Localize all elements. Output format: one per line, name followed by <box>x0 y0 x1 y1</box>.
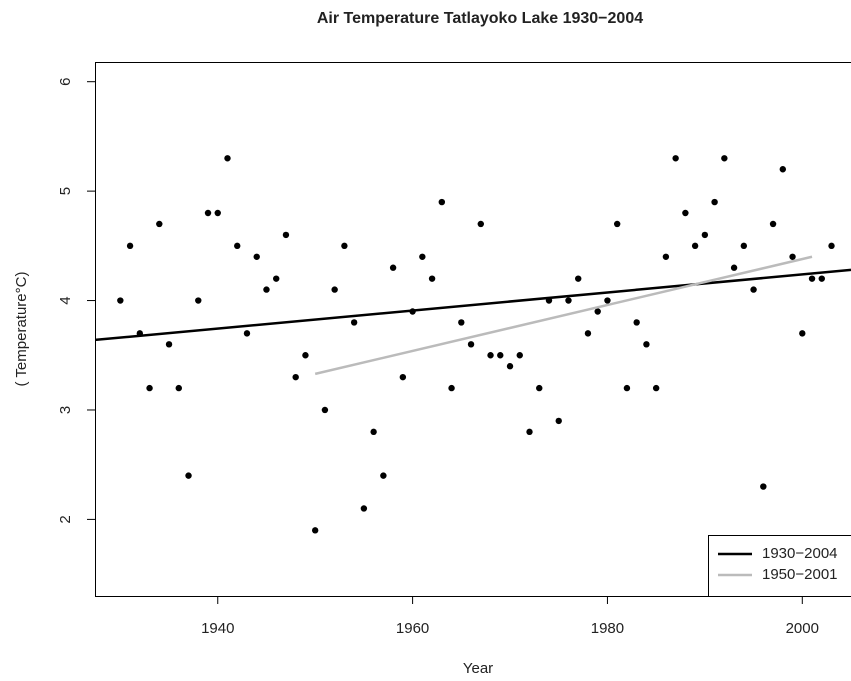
point <box>516 352 523 359</box>
trend-line <box>95 268 851 342</box>
point <box>311 527 319 534</box>
point <box>691 242 699 250</box>
point <box>565 297 572 304</box>
point <box>126 242 134 250</box>
point <box>828 242 835 250</box>
x-tick-label: 1940 <box>201 620 234 637</box>
point <box>818 275 825 282</box>
point <box>701 231 709 239</box>
point <box>487 352 494 359</box>
point <box>497 352 504 359</box>
y-axis-label: ( Temperature°C) <box>13 272 30 387</box>
point <box>389 264 397 271</box>
point <box>526 428 533 436</box>
point <box>341 242 348 250</box>
point <box>623 384 631 392</box>
y-tick-label: 5 <box>57 187 74 195</box>
point <box>458 319 465 326</box>
point <box>146 384 153 392</box>
point <box>575 275 582 282</box>
point <box>224 155 231 162</box>
point <box>428 275 436 282</box>
point <box>808 275 816 282</box>
y-tick-label: 4 <box>57 296 74 304</box>
legend-label: 1930−2004 <box>762 545 838 562</box>
point <box>467 341 475 348</box>
point <box>555 417 562 425</box>
point <box>117 297 124 304</box>
point <box>175 384 182 392</box>
point <box>711 198 718 206</box>
point <box>419 253 426 260</box>
point <box>779 166 787 173</box>
point <box>243 330 251 337</box>
x-axis-label: Year <box>463 660 493 677</box>
point <box>273 275 280 282</box>
point <box>399 373 407 381</box>
legend-box <box>708 535 851 597</box>
point <box>292 373 299 381</box>
y-tick-label: 6 <box>57 78 74 86</box>
point <box>613 220 621 228</box>
point <box>204 209 212 217</box>
point <box>799 330 806 337</box>
point <box>380 472 387 479</box>
point <box>214 209 221 217</box>
point <box>165 341 173 348</box>
point <box>234 242 241 250</box>
point <box>594 308 601 315</box>
point <box>652 384 660 392</box>
chart-title: Air Temperature Tatlayoko Lake 1930−2004 <box>317 10 643 27</box>
point <box>156 220 163 228</box>
trend-line <box>314 255 813 376</box>
point <box>448 384 455 392</box>
y-tick-label: 2 <box>57 515 74 523</box>
plot-box <box>95 62 851 597</box>
x-tick-label: 1980 <box>591 620 624 637</box>
point <box>438 198 446 206</box>
point <box>662 253 670 260</box>
y-tick-label: 3 <box>57 406 74 414</box>
point <box>506 363 514 370</box>
point <box>721 155 728 162</box>
point <box>643 341 650 348</box>
point <box>730 264 738 271</box>
point <box>769 220 777 228</box>
legend-label: 1950−2001 <box>762 566 838 583</box>
plot-area <box>95 155 851 534</box>
point <box>263 286 270 293</box>
point <box>750 286 757 293</box>
point <box>350 319 358 326</box>
point <box>760 483 767 490</box>
x-tick-label: 1960 <box>396 620 429 637</box>
point <box>370 428 377 436</box>
point <box>536 384 543 392</box>
point <box>282 231 290 239</box>
point <box>740 242 748 250</box>
point <box>321 406 329 414</box>
x-tick-label: 2000 <box>786 620 819 637</box>
point <box>789 253 796 260</box>
point <box>195 297 202 304</box>
point <box>185 472 192 479</box>
point <box>584 330 592 337</box>
point <box>253 253 260 260</box>
point <box>682 209 689 217</box>
point <box>360 505 368 512</box>
point <box>477 220 484 228</box>
point <box>331 286 338 293</box>
point <box>672 155 679 162</box>
point <box>302 352 309 359</box>
point <box>604 297 611 304</box>
point <box>633 319 640 326</box>
